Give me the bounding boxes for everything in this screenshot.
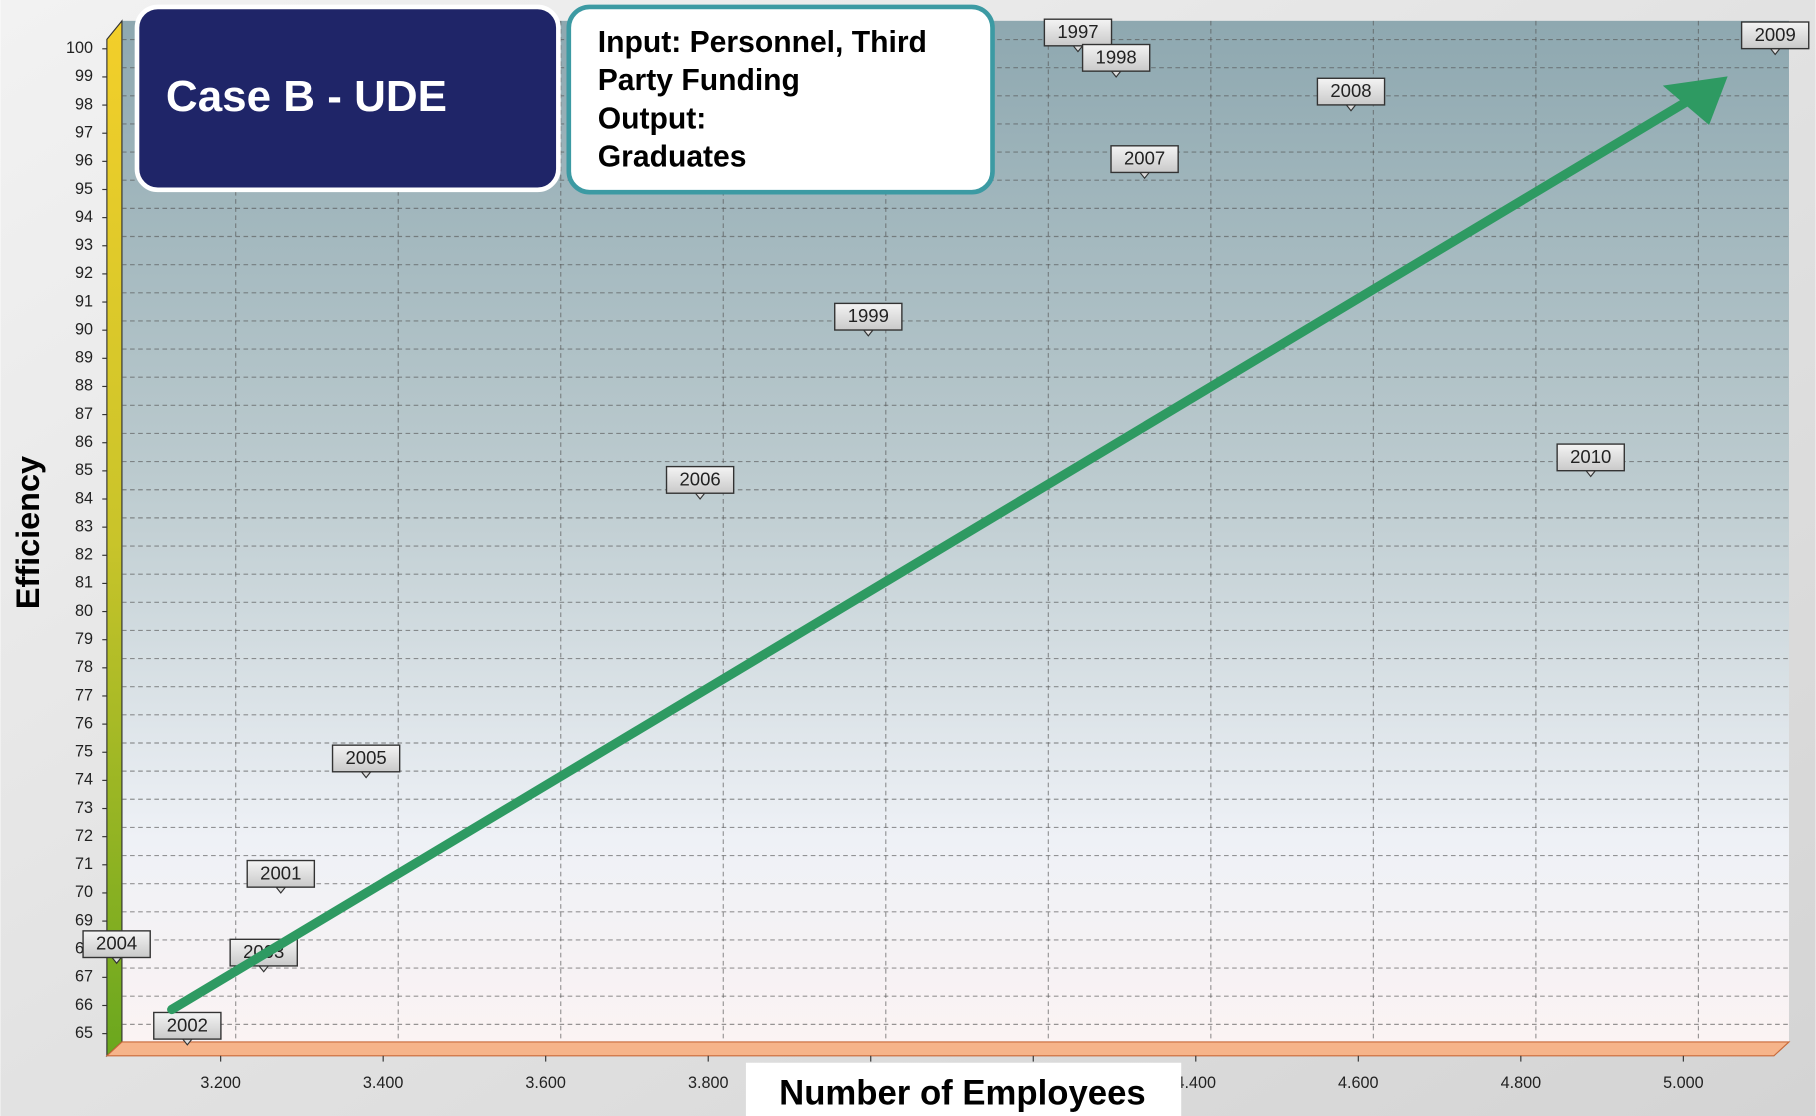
- point-label-box: [1556, 443, 1625, 472]
- y-tick-label: 87: [75, 405, 93, 423]
- y-tick-label: 73: [75, 799, 93, 817]
- y-tick-label: 100: [66, 39, 93, 57]
- point-label-box: [1316, 77, 1386, 106]
- point-label: 1997: [1057, 21, 1098, 42]
- point-label-box: [1043, 18, 1113, 47]
- y-tick-label: 91: [75, 292, 93, 310]
- y-tick-label: 65: [75, 1024, 93, 1042]
- point-label: 1998: [1096, 46, 1137, 67]
- y-tick-label: 99: [75, 67, 93, 85]
- y-tick-label: 88: [75, 377, 93, 395]
- point-label: 2008: [1330, 80, 1371, 101]
- y-tick-label: 85: [75, 461, 93, 479]
- point: 1998: [1081, 43, 1151, 78]
- point: 2006: [665, 465, 735, 500]
- y-tick-label: 77: [75, 686, 93, 704]
- point: 2007: [1110, 145, 1179, 180]
- x-axis-title: Number of Employees: [779, 1074, 1146, 1112]
- point: 2001: [246, 859, 316, 894]
- case-box: [134, 4, 561, 193]
- point: 2008: [1316, 77, 1386, 112]
- x-tick-label: 4.400: [1176, 1074, 1217, 1092]
- x-tick-label: 5.000: [1663, 1074, 1704, 1092]
- y-tick-label: 97: [75, 123, 93, 141]
- y-tick-label: 76: [75, 714, 93, 732]
- point-label: 2007: [1124, 148, 1165, 169]
- point-label: 1999: [848, 305, 889, 326]
- y-axis-wall: [106, 19, 123, 1058]
- x-tick-label: 3.200: [200, 1074, 241, 1092]
- x-tick-label: 4.600: [1338, 1074, 1379, 1092]
- y-tick-label: 95: [75, 180, 93, 198]
- y-tick-label: 83: [75, 517, 93, 535]
- y-tick-label: 86: [75, 433, 93, 451]
- x-tick-label: 3.600: [525, 1074, 566, 1092]
- point: 1999: [834, 302, 903, 337]
- y-tick-label: 92: [75, 264, 93, 282]
- y-tick-label: 81: [75, 574, 93, 592]
- point-label-box: [834, 302, 903, 331]
- point-label-box: [1110, 145, 1179, 174]
- y-tick-label: 74: [75, 771, 93, 789]
- y-tick-label: 96: [75, 152, 93, 170]
- annotation-line: Output:: [598, 102, 707, 135]
- y-tick-label: 69: [75, 911, 93, 929]
- x-tick-label: 4.800: [1501, 1074, 1542, 1092]
- y-tick-label: 98: [75, 95, 93, 113]
- y-tick-label: 78: [75, 658, 93, 676]
- y-tick-label: 89: [75, 349, 93, 367]
- annotation-line: Input: Personnel, Third: [598, 26, 927, 59]
- annotation: Input: Personnel, Third Party Funding Outp…: [598, 26, 927, 174]
- case-label: Case B - UDE: [166, 72, 447, 121]
- y-tick-label: 70: [75, 883, 93, 901]
- floor: [105, 1041, 1791, 1057]
- point-label: 2010: [1570, 446, 1611, 467]
- annotation-line: Graduates: [598, 141, 747, 174]
- point-label-box: [1740, 21, 1810, 50]
- point-label-box: [1081, 43, 1151, 72]
- y-tick-label: 93: [75, 236, 93, 254]
- y-tick-label: 90: [75, 320, 93, 338]
- point: 1997: [1043, 18, 1113, 53]
- annotation-line: Party Funding: [598, 64, 800, 97]
- points: 1997 1998 2008 2007 2009 1999 2010 2006 2005 2001…: [82, 18, 1810, 1046]
- point-label-box: [153, 1011, 222, 1040]
- point-label: 2004: [96, 933, 137, 954]
- y-tick-label: 67: [75, 968, 93, 986]
- point-label: 2009: [1755, 24, 1796, 45]
- point: 2009: [1740, 21, 1810, 56]
- point-label-box: [331, 744, 401, 773]
- y-tick-label: 71: [75, 855, 93, 873]
- y-tick-label: 75: [75, 743, 93, 761]
- x-tick-label: 3.400: [363, 1074, 404, 1092]
- y-axis-title: Efficiency: [10, 456, 46, 609]
- y-tick-label: 84: [75, 489, 93, 507]
- point-label: 2002: [167, 1014, 208, 1035]
- y-tick-label: 82: [75, 546, 93, 564]
- point-label-box: [246, 859, 316, 888]
- point-label: 2005: [346, 747, 387, 768]
- x-title-box: [745, 1062, 1182, 1116]
- y-tick-label: 80: [75, 602, 93, 620]
- point: 2005: [331, 744, 401, 779]
- y-tick-label: 79: [75, 630, 93, 648]
- point-label-box: [82, 930, 151, 959]
- point-label: 2001: [260, 862, 301, 883]
- arrow-head: [1662, 76, 1728, 126]
- annotation-box: [566, 4, 995, 195]
- point: 2004: [82, 930, 151, 965]
- y-tick-label: 72: [75, 827, 93, 845]
- point: 2010: [1556, 443, 1625, 478]
- point-label-box: [665, 465, 735, 494]
- x-tick-label: 3.800: [688, 1074, 729, 1092]
- y-tick-label: 94: [75, 208, 93, 226]
- point: 2002: [153, 1011, 222, 1046]
- y-tick-label: 66: [75, 996, 93, 1014]
- point-label: 2006: [679, 468, 720, 489]
- trend-arrow: [167, 89, 1705, 1015]
